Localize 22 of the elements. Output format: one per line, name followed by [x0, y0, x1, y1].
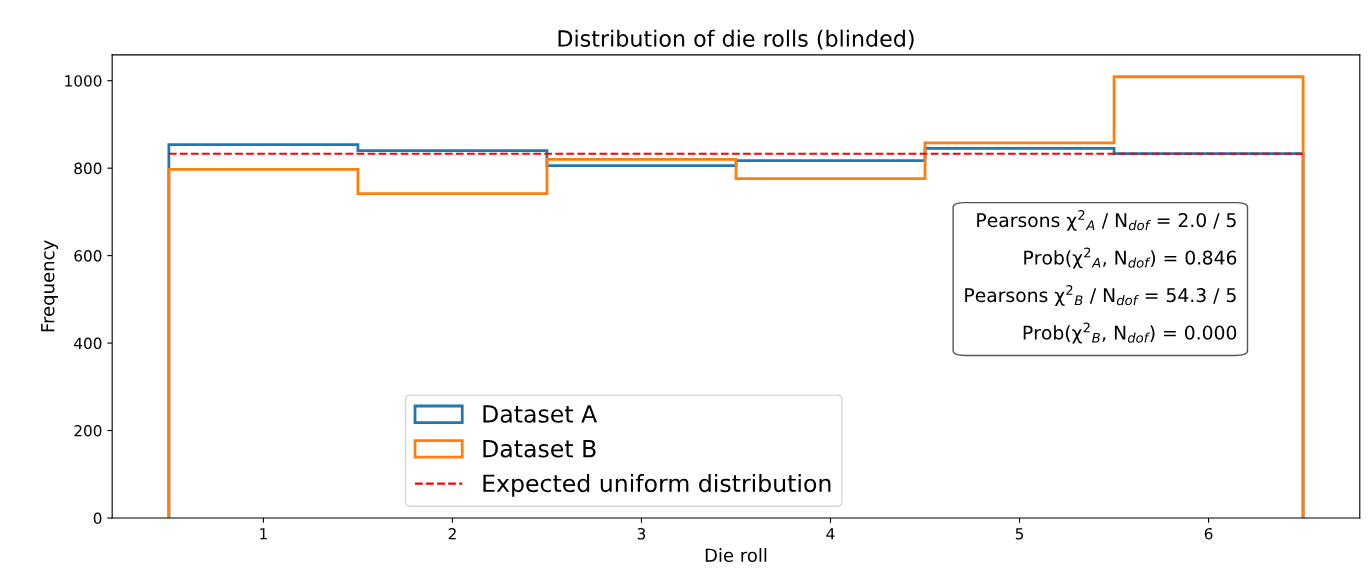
- legend-label: Expected uniform distribution: [483, 473, 831, 497]
- x-tick-label: 5: [1015, 528, 1024, 540]
- x-tick-label: 6: [1204, 528, 1213, 540]
- y-tick-label: 800: [74, 162, 102, 175]
- x-tick-label: 1: [260, 528, 267, 540]
- chart-title: Distribution of die rolls (blinded): [558, 29, 914, 50]
- y-axis-title: Frequency: [41, 240, 59, 332]
- y-tick-label: 1000: [65, 75, 102, 87]
- annotation: Prob(χ$^{2}$$_{B}$, N$_{dof}$) = 0.000: [1023, 322, 1237, 344]
- y-tick-label: 0: [93, 512, 102, 525]
- annotation: Prob(χ$^{2}$$_{A}$, N$_{dof}$) = 0.846: [1024, 247, 1237, 269]
- legend-label: Dataset A: [483, 405, 598, 423]
- x-tick-label: 2: [448, 528, 456, 540]
- x-tick-label: 4: [826, 528, 835, 540]
- x-tick-label: 3: [637, 528, 646, 540]
- y-tick-label: 200: [74, 425, 102, 437]
- annotation: Pearsons χ$^{2}$$_{A}$ / N$_{dof}$ = 2.0 / 5: [977, 210, 1236, 231]
- x-axis-title: Die roll: [705, 548, 767, 563]
- y-tick-label: 400: [74, 337, 102, 350]
- legend-label: Dataset B: [483, 439, 596, 458]
- y-tick-label: 600: [74, 250, 102, 262]
- annotation: Pearsons χ$^{2}$$_{B}$ / N$_{dof}$ = 54.3 / 5: [965, 285, 1236, 306]
